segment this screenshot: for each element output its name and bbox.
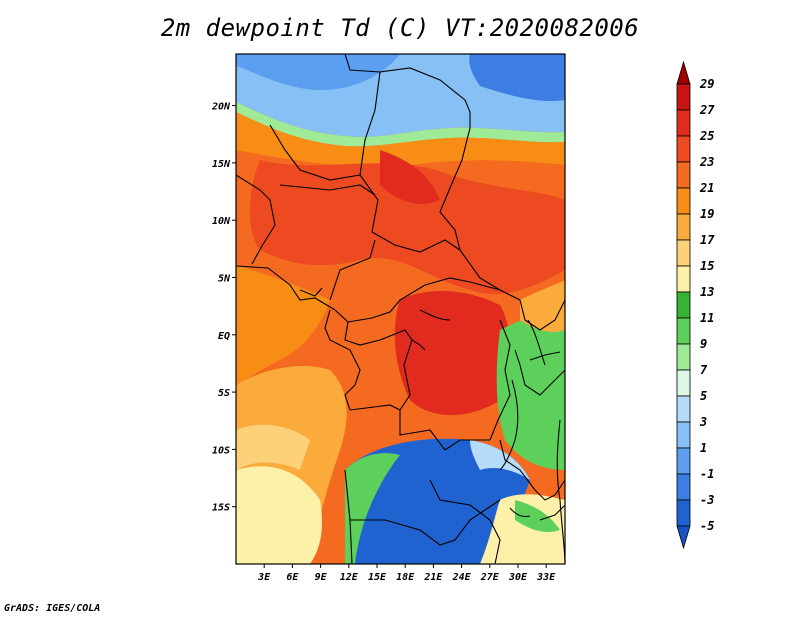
colorbar-swatch	[676, 239, 691, 267]
lon-tick-label: 6E	[286, 572, 299, 583]
colorbar-label: 27	[699, 103, 715, 117]
colorbar-top-arrow	[676, 60, 691, 85]
lon-tick-label: 33E	[536, 572, 556, 583]
lon-tick-label: 24E	[452, 572, 472, 583]
latitude-axis: 20N 15N 10N 5N EQ 5S 10S 15S	[211, 102, 236, 514]
colorbar-label: 11	[700, 311, 714, 325]
lon-tick-label: 30E	[508, 572, 528, 583]
colorbar-bottom-arrow	[676, 525, 691, 550]
lat-tick-label: 10S	[212, 445, 230, 456]
longitude-axis: 3E 6E 9E 12E 15E 18E 21E 24E 27E 30E 33E	[257, 564, 556, 583]
country-borders	[236, 54, 565, 564]
colorbar-swatch	[676, 499, 691, 527]
colorbar-swatch	[676, 161, 691, 189]
lat-tick-label: 15S	[212, 503, 230, 514]
lon-tick-label: 18E	[396, 572, 415, 583]
colorbar-label: -3	[700, 493, 714, 507]
colorbar-label: -5	[700, 519, 714, 533]
map-frame	[235, 53, 566, 565]
lat-tick-label: 10N	[212, 216, 231, 227]
colorbar-swatch	[676, 447, 691, 475]
colorbar-label: 9	[700, 337, 707, 351]
colorbar-label: 13	[700, 285, 714, 299]
colorbar-swatch	[676, 291, 691, 319]
colorbar-labels: 29 27 25 23 21 19 17 15 13 11 9 7 5 3 1 -1 -3 -5	[699, 77, 715, 533]
colorbar-swatch	[676, 135, 691, 163]
colorbar-label: 7	[700, 363, 708, 377]
colorbar-label: 25	[699, 129, 714, 143]
colorbar-label: 5	[700, 389, 707, 403]
lon-tick-label: 9E	[315, 572, 328, 583]
colorbar-swatches	[676, 60, 691, 550]
page-title: 2m dewpoint Td (C) VT:2020082006	[160, 14, 640, 42]
colorbar-swatch	[676, 109, 691, 137]
colorbar-label: -1	[700, 467, 714, 481]
lon-tick-label: 12E	[340, 572, 359, 583]
lat-tick-label: EQ	[218, 331, 230, 342]
colorbar-swatch	[676, 369, 691, 397]
lat-tick-label: 15N	[212, 159, 231, 170]
colorbar-label: 21	[699, 181, 714, 195]
colorbar-swatch	[676, 395, 691, 423]
lat-tick-label: 5N	[218, 273, 231, 284]
footer-credit: GrADS: IGES/COLA	[4, 603, 101, 614]
colorbar-swatch	[676, 83, 691, 111]
colorbar-swatch	[676, 187, 691, 215]
colorbar-label: 1	[700, 441, 707, 455]
lon-tick-label: 27E	[480, 572, 500, 583]
colorbar-label: 15	[700, 259, 714, 273]
colorbar-label: 29	[699, 77, 714, 91]
lon-tick-label: 3E	[257, 572, 271, 583]
colorbar-swatch	[676, 421, 691, 449]
colorbar-swatch	[676, 343, 691, 371]
colorbar-swatch	[676, 213, 691, 241]
colorbar-label: 19	[700, 207, 714, 221]
colorbar-swatch	[676, 265, 691, 293]
lon-tick-label: 15E	[368, 572, 387, 583]
lat-tick-label: 5S	[218, 388, 230, 399]
colorbar-swatch	[676, 317, 691, 345]
colorbar-swatch	[676, 473, 691, 501]
colorbar-label: 17	[700, 233, 715, 247]
colorbar-label: 23	[699, 155, 714, 169]
lon-tick-label: 21E	[423, 572, 443, 583]
colorbar-label: 3	[699, 415, 707, 429]
lat-tick-label: 20N	[211, 102, 231, 113]
dewpoint-field	[236, 54, 565, 564]
